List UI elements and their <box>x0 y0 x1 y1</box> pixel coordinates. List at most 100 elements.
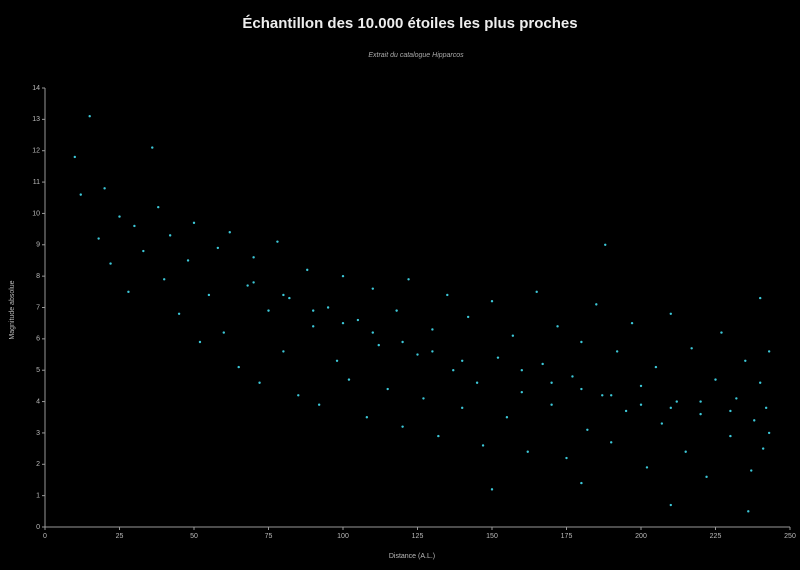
point <box>759 296 762 300</box>
point <box>615 350 619 353</box>
point <box>565 456 568 460</box>
point <box>595 303 598 306</box>
point <box>714 378 717 381</box>
point <box>550 381 553 384</box>
y-tick-label: 14 <box>32 85 40 92</box>
y-tick-label: 5 <box>36 367 40 374</box>
point <box>446 293 449 297</box>
point <box>386 387 389 391</box>
point <box>490 488 494 491</box>
point <box>767 431 771 435</box>
point <box>312 325 315 328</box>
point <box>753 419 756 422</box>
point <box>288 296 291 300</box>
point <box>401 425 404 428</box>
point <box>258 381 261 384</box>
point <box>103 187 106 190</box>
point <box>699 400 702 403</box>
y-tick-label: 9 <box>36 242 40 249</box>
point <box>437 434 440 438</box>
point <box>127 290 130 294</box>
point <box>580 481 583 485</box>
point <box>306 268 309 272</box>
point <box>735 397 738 400</box>
point <box>660 422 664 425</box>
point <box>365 416 369 419</box>
point <box>720 331 723 334</box>
y-tick-label: 7 <box>36 304 40 311</box>
point <box>276 240 279 243</box>
point <box>142 249 145 253</box>
point <box>118 215 121 218</box>
point <box>481 444 485 447</box>
point <box>395 309 398 312</box>
point <box>109 262 112 265</box>
point <box>654 365 658 369</box>
point <box>207 293 211 297</box>
point <box>639 384 643 388</box>
point <box>452 369 455 372</box>
point <box>371 331 374 334</box>
point <box>520 390 523 394</box>
point <box>669 312 672 315</box>
x-tick-label: 25 <box>116 533 124 540</box>
y-tick-label: 11 <box>33 179 40 186</box>
point <box>461 359 464 363</box>
y-tick-label: 12 <box>32 148 40 155</box>
point <box>186 259 190 262</box>
point <box>490 300 494 303</box>
x-tick-label: 75 <box>265 533 273 540</box>
point <box>511 334 515 337</box>
point <box>630 321 634 325</box>
point <box>639 403 643 406</box>
point <box>761 447 765 450</box>
point <box>216 246 220 250</box>
point <box>371 287 374 290</box>
point <box>163 278 166 281</box>
point <box>541 362 544 366</box>
point <box>461 406 464 410</box>
y-tick-label: 13 <box>32 116 40 123</box>
point <box>764 406 768 410</box>
y-tick-label: 4 <box>36 398 40 405</box>
point <box>535 290 538 294</box>
x-tick-label: 50 <box>190 533 198 540</box>
x-tick-label: 200 <box>635 533 647 540</box>
point <box>684 450 687 453</box>
point <box>341 321 345 325</box>
point <box>73 155 77 159</box>
point <box>729 434 732 438</box>
point <box>326 306 330 309</box>
chart-title: Échantillon des 10.000 étoiles les plus … <box>242 15 577 32</box>
x-tick-label: 225 <box>710 533 722 540</box>
point <box>750 469 753 472</box>
point <box>317 403 321 406</box>
x-tick-label: 150 <box>486 533 498 540</box>
y-tick-label: 6 <box>36 336 40 343</box>
x-axis-label: Distance (A.L.) <box>389 553 435 560</box>
point <box>246 284 249 287</box>
y-tick-label: 1 <box>36 492 40 499</box>
point <box>580 387 583 391</box>
point <box>610 394 613 397</box>
point <box>669 406 672 410</box>
point <box>228 231 231 234</box>
point <box>556 325 559 328</box>
point <box>347 378 351 381</box>
point <box>151 146 154 149</box>
y-tick-label: 0 <box>36 524 40 531</box>
point <box>267 309 270 312</box>
point <box>675 400 678 403</box>
point <box>252 256 255 259</box>
point <box>252 281 255 284</box>
point <box>759 381 762 384</box>
point <box>431 328 434 331</box>
point <box>705 475 708 479</box>
point <box>88 115 91 118</box>
y-tick-label: 8 <box>36 273 40 280</box>
point <box>505 416 509 419</box>
point <box>744 359 747 363</box>
point <box>690 347 693 350</box>
x-tick-label: 100 <box>337 533 349 540</box>
